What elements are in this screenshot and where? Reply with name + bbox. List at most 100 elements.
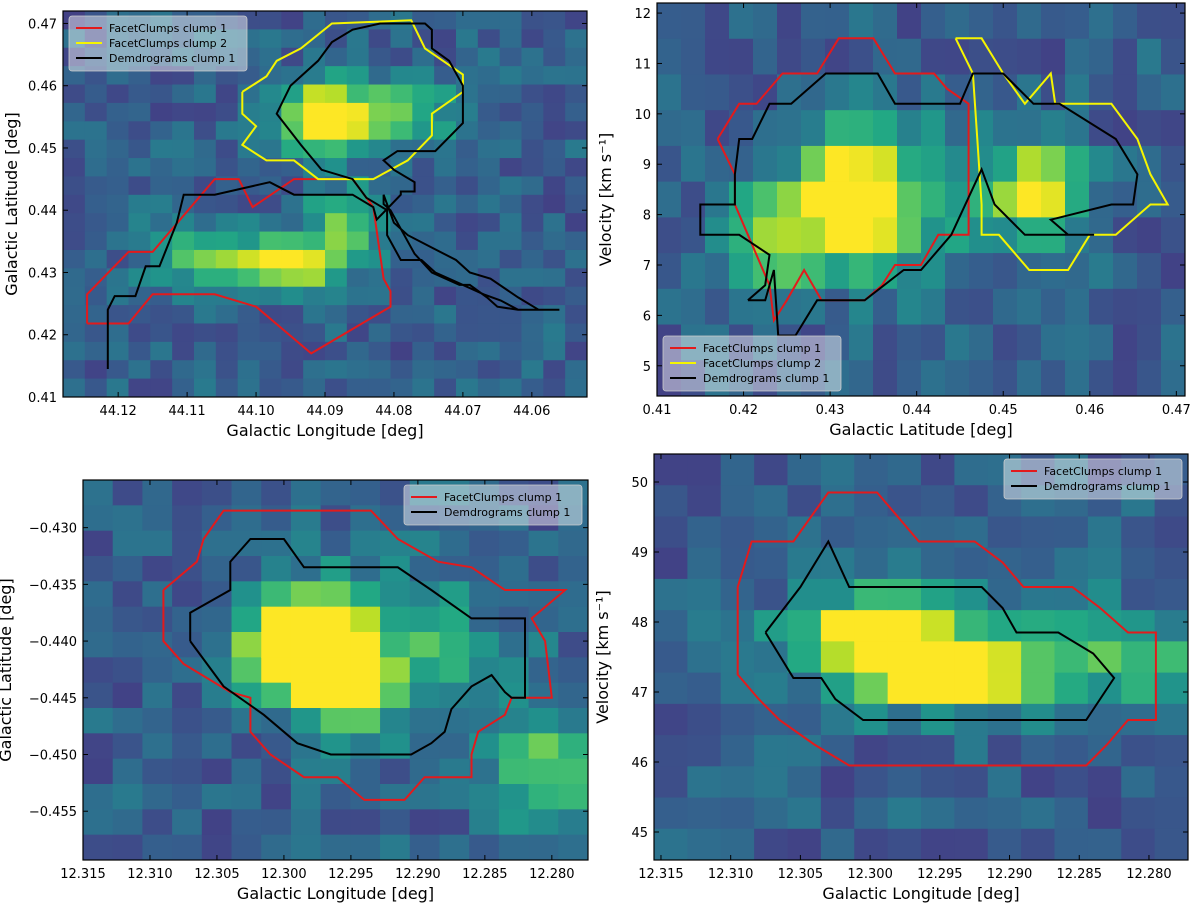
heatmap-cell — [83, 556, 114, 582]
heatmap-cell — [259, 84, 282, 104]
heatmap-cell — [434, 194, 457, 214]
heatmap-cell — [142, 556, 173, 582]
heatmap-cell — [412, 121, 435, 141]
heatmap-cell — [456, 66, 479, 86]
heatmap-cell — [290, 530, 322, 557]
heatmap-cell — [543, 139, 566, 159]
heatmap-cell — [849, 181, 874, 218]
heatmap-cell — [987, 828, 1022, 860]
heatmap-cell — [456, 323, 479, 343]
heatmap-cell — [112, 834, 144, 860]
heatmap-cell — [729, 253, 754, 290]
heatmap — [83, 480, 588, 860]
heatmap-cell — [63, 176, 86, 196]
heatmap-cell — [1161, 324, 1185, 361]
heatmap-cell — [350, 480, 381, 506]
heatmap-cell — [687, 828, 722, 860]
heatmap-cell — [954, 485, 989, 518]
heatmap-cell — [558, 657, 588, 684]
heatmap-cell — [558, 632, 588, 658]
heatmap-cell — [1021, 735, 1056, 767]
heatmap-cell — [945, 253, 970, 290]
heatmap-cell — [1065, 360, 1090, 396]
heatmap-cell — [729, 38, 754, 76]
heatmap-cell — [456, 231, 479, 251]
heatmap-cell — [849, 110, 874, 147]
heatmap-cell — [754, 578, 789, 611]
heatmap-cell — [887, 735, 922, 767]
heatmap-cell — [854, 828, 889, 860]
heatmap-cell — [887, 641, 922, 674]
heatmap-cell — [215, 231, 239, 251]
heatmap-cell — [1021, 516, 1056, 549]
heatmap-cell — [1137, 217, 1162, 254]
x-tick-label: 44.07 — [444, 404, 481, 419]
heatmap-cell — [654, 485, 688, 518]
heatmap-cell — [528, 657, 559, 684]
heatmap-cell — [954, 828, 989, 860]
heatmap-cell — [1089, 181, 1114, 218]
heatmap-cell — [412, 213, 435, 233]
heatmap-cell — [201, 809, 233, 836]
heatmap-cell — [729, 324, 754, 361]
heatmap-cell — [498, 530, 530, 557]
heatmap-cell — [434, 249, 457, 269]
heatmap-cell — [754, 797, 789, 830]
heatmap-cell — [1154, 828, 1188, 860]
heatmap-cell — [172, 176, 195, 196]
heatmap-cell — [172, 231, 195, 251]
contour-facetclumps-clump-1 — [162, 509, 568, 801]
heatmap-cell — [325, 231, 348, 251]
heatmap-cell — [194, 121, 217, 141]
heatmap-cell — [528, 784, 559, 810]
heatmap-cell — [820, 454, 855, 486]
heatmap-cell — [477, 11, 501, 30]
heatmap-cell — [409, 606, 441, 633]
heatmap-cell — [499, 11, 523, 30]
heatmap-cell — [657, 74, 682, 111]
y-tick-label: −0.440 — [29, 635, 77, 650]
heatmap-cell — [261, 606, 292, 633]
heatmap-cell — [128, 139, 151, 159]
heatmap-cell — [565, 249, 587, 269]
heatmap-cell — [150, 194, 173, 214]
x-tick-label: 12.280 — [529, 867, 575, 882]
heatmap-cell — [290, 581, 322, 608]
heatmap-cell — [521, 286, 544, 306]
heatmap-cell — [469, 834, 500, 860]
heatmap-cell — [237, 323, 261, 343]
heatmap-cell — [380, 606, 411, 633]
heatmap-cell — [150, 29, 173, 49]
heatmap-cell — [565, 29, 587, 49]
heatmap-cell — [801, 38, 826, 76]
heatmap-cell — [681, 38, 706, 76]
heatmap-cell — [83, 708, 114, 734]
heatmap-cell — [543, 231, 566, 251]
heatmap-cell — [172, 286, 195, 306]
heatmap-cell — [409, 530, 441, 557]
heatmap-cell — [172, 632, 203, 658]
heatmap-cell — [439, 758, 470, 785]
heatmap-cell — [106, 341, 130, 361]
heatmap-cell — [63, 194, 86, 214]
heatmap-cell — [993, 360, 1018, 396]
heatmap-cell — [237, 378, 261, 397]
heatmap-cell — [777, 253, 802, 290]
panel-top-right: 0.41 0.42 0.43 0.44 0.45 0.46 0.47 5 6 7 8 9 10 11 12 G… — [596, 2, 1191, 439]
heatmap-cell — [325, 139, 348, 159]
heatmap-cell — [499, 66, 523, 86]
heatmap-cell — [987, 578, 1022, 611]
heatmap-cell — [657, 38, 682, 76]
heatmap-cell — [350, 505, 381, 532]
heatmap-cell — [654, 703, 688, 736]
heatmap-cell — [350, 784, 381, 810]
heatmap-cell — [106, 213, 130, 233]
heatmap-cell — [412, 47, 435, 67]
heatmap-cell — [194, 84, 217, 104]
x-tick-label: 12.315 — [60, 867, 106, 882]
heatmap-cell — [787, 703, 822, 736]
legend-label: Demdrograms clump 1 — [1044, 480, 1170, 493]
heatmap-cell — [63, 249, 86, 269]
heatmap-cell — [1154, 516, 1188, 549]
heatmap-cell — [969, 3, 994, 40]
